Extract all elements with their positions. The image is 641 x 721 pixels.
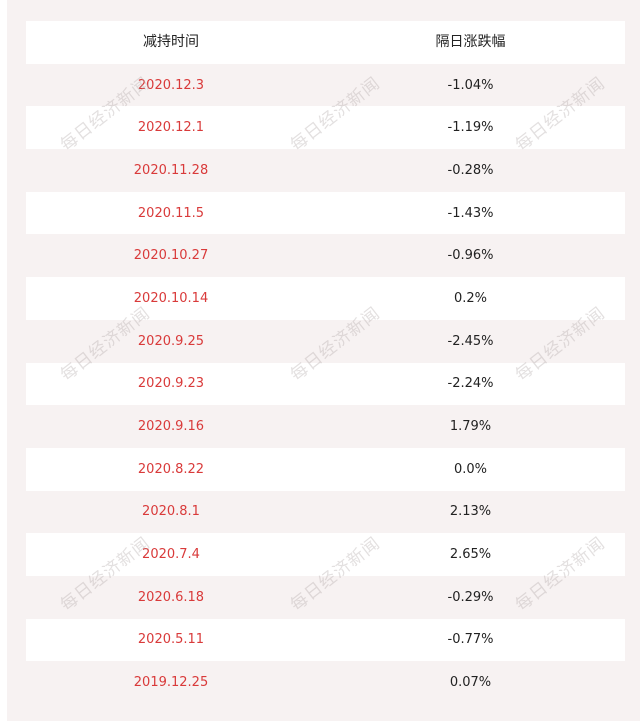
- table-row: 2020.7.4 2.65%: [26, 533, 625, 576]
- row-date: 2020.7.4: [142, 547, 200, 563]
- table-row: 2020.8.22 0.0%: [26, 447, 625, 491]
- table-row: 2020.6.18 -0.29%: [26, 575, 625, 619]
- row-date: 2020.10.27: [133, 248, 209, 264]
- row-date: 2020.9.25: [137, 333, 205, 349]
- table-row: 2020.10.14 0.2%: [26, 277, 625, 320]
- table-header: 减持时间 隔日涨跌幅: [26, 21, 625, 64]
- row-date: 2020.8.1: [142, 504, 200, 520]
- row-date: 2020.8.22: [137, 461, 205, 477]
- header-change: 隔日涨跌幅: [435, 34, 506, 51]
- row-change: -1.19%: [447, 120, 494, 136]
- row-change: -1.43%: [447, 205, 494, 221]
- row-date: 2020.9.23: [137, 376, 205, 392]
- table-row: 2020.11.5 -1.43%: [26, 191, 625, 235]
- row-date: 2020.11.5: [137, 205, 205, 221]
- table-row: 2020.9.23 -2.24%: [26, 362, 625, 406]
- table-row: 2020.9.25 -2.45%: [26, 319, 625, 363]
- table-row: 2020.11.28 -0.28%: [26, 149, 625, 192]
- reduction-table: 减持时间 隔日涨跌幅 2020.12.3 -1.04% 2020.12.1 -1.19…: [26, 21, 625, 704]
- row-date: 2020.9.16: [137, 419, 205, 435]
- table-row: 2020.12.3 -1.04%: [26, 63, 625, 107]
- row-change: 0.07%: [449, 675, 492, 691]
- row-change: -2.45%: [447, 333, 494, 349]
- table-row: 2020.9.16 1.79%: [26, 405, 625, 448]
- table-row: 2020.10.27 -0.96%: [26, 234, 625, 278]
- header-date: 减持时间: [143, 34, 199, 51]
- row-change: -0.29%: [447, 589, 494, 605]
- row-change: 2.13%: [449, 504, 492, 520]
- row-change: -0.77%: [447, 632, 494, 648]
- row-date: 2020.6.18: [137, 589, 205, 605]
- table-row: 2019.12.25 0.07%: [26, 661, 625, 704]
- row-change: 0.0%: [453, 461, 488, 477]
- row-change: -0.28%: [447, 162, 494, 178]
- table-row: 2020.12.1 -1.19%: [26, 106, 625, 150]
- row-date: 2020.12.3: [137, 77, 205, 93]
- table-row: 2020.5.11 -0.77%: [26, 618, 625, 662]
- row-change: -0.96%: [447, 248, 494, 264]
- row-change: 2.65%: [449, 547, 492, 563]
- row-change: -1.04%: [447, 77, 494, 93]
- table-row: 2020.8.1 2.13%: [26, 490, 625, 534]
- row-change: 0.2%: [453, 290, 488, 306]
- row-date: 2020.11.28: [133, 162, 209, 178]
- row-date: 2020.5.11: [137, 632, 205, 648]
- row-date: 2020.10.14: [133, 290, 209, 306]
- row-date: 2019.12.25: [133, 675, 209, 691]
- row-change: 1.79%: [449, 419, 492, 435]
- row-date: 2020.12.1: [137, 120, 205, 136]
- row-change: -2.24%: [447, 376, 494, 392]
